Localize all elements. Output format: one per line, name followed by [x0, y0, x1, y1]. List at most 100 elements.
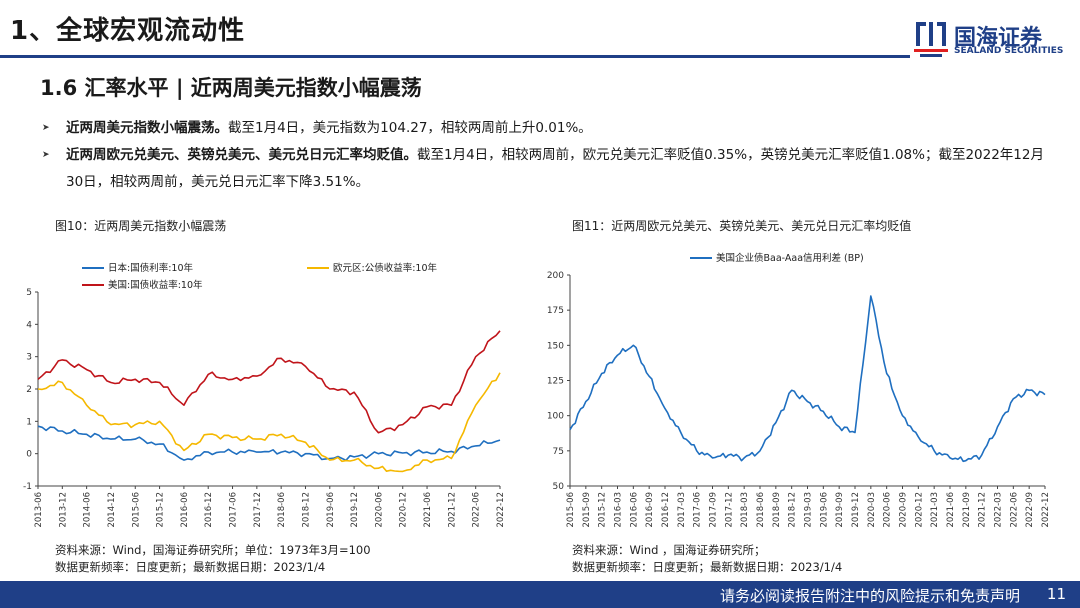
- x-tick-label: 2022-12: [496, 492, 506, 528]
- x-tick-label: 2021-06: [946, 492, 956, 528]
- logo-chinese-name: 国海证券: [954, 26, 1043, 51]
- x-tick-label: 2019-06: [326, 492, 336, 528]
- x-tick-label: 2016-12: [204, 492, 214, 528]
- x-tick-label: 2015-09: [582, 492, 592, 528]
- x-tick-label: 2013-12: [58, 492, 68, 528]
- bullet-item: ➤ 近两周美元指数小幅震荡。截至1月4日，美元指数为104.27，相较两周前上升…: [40, 115, 1050, 142]
- credit-spread-chart: 50 75 100 125 150 175 200 2015-06 2015-09 2015-12…: [547, 252, 1051, 528]
- x-tick-label: 2015-12: [598, 492, 608, 528]
- legend-label: 美国企业债Baa-Aaa信用利差 (BP): [716, 252, 864, 264]
- x-tick-label: 2016-12: [661, 492, 671, 528]
- x-tick-label: 2019-12: [350, 492, 360, 528]
- page-number: 11: [1046, 585, 1066, 603]
- series-line: [37, 372, 501, 473]
- bullet-text: 截至1月4日，相较两周前，欧元兑美元汇率贬值0.35%，英镑兑美元汇率贬值1.0…: [66, 147, 1044, 190]
- bullet-list: ➤ 近两周美元指数小幅震荡。截至1月4日，美元指数为104.27，相较两周前上升…: [40, 115, 1050, 196]
- x-tick-label: 2021-12: [447, 492, 457, 528]
- x-tick-label: 2020-12: [914, 492, 924, 528]
- x-tick-label: 2014-12: [107, 492, 117, 528]
- x-tick-label: 2015-06: [566, 492, 576, 528]
- figure-10-title: 图10：近两周美元指数小幅震荡: [55, 219, 227, 233]
- logo-english-name: SEALAND SECURITIES: [954, 46, 1064, 56]
- x-tick-label: 2017-09: [709, 492, 719, 528]
- x-tick-label: 2019-12: [851, 492, 861, 528]
- company-logo: 国海证券 SEALAND SECURITIES: [912, 18, 1072, 60]
- y-tick-label: 3: [26, 353, 32, 363]
- x-tick-label: 2020-06: [374, 492, 384, 528]
- y-tick-label: 125: [547, 377, 564, 387]
- figure-11-update-note: 数据更新频率：日度更新；最新数据日期：2023/1/4: [572, 560, 843, 574]
- bullet-text: 截至1月4日，美元指数为104.27，相较两周前上升0.01%。: [228, 120, 592, 136]
- x-tick-label: 2020-03: [867, 492, 877, 528]
- legend-label: 美国:国债收益率:10年: [108, 279, 203, 291]
- x-tick-label: 2018-12: [301, 492, 311, 528]
- header-divider: [0, 55, 910, 58]
- y-tick-label: 5: [26, 288, 32, 298]
- x-tick-label: 2016-06: [629, 492, 639, 528]
- x-tick-label: 2014-06: [83, 492, 93, 528]
- x-tick-label: 2017-12: [724, 492, 734, 528]
- y-tick-label: 2: [26, 385, 32, 395]
- y-tick-label: 4: [26, 320, 32, 330]
- x-tick-label: 2015-06: [131, 492, 141, 528]
- bond-yield-chart: -1 0 1 2 3 4 5 2013-06 2013-12 2014-06 2014-12 2015…: [23, 262, 506, 528]
- x-tick-label: 2022-03: [994, 492, 1004, 528]
- y-tick-label: 50: [553, 482, 565, 492]
- bullet-item: ➤ 近两周欧元兑美元、英镑兑美元、美元兑日元汇率均贬值。截至1月4日，相较两周前…: [40, 142, 1050, 196]
- y-tick-label: 0: [26, 450, 32, 460]
- series-line: [569, 295, 1046, 463]
- x-tick-label: 2021-06: [423, 492, 433, 528]
- bullet-arrow-icon: ➤: [42, 150, 50, 160]
- sealand-logo-icon: [914, 22, 948, 57]
- y-tick-label: 200: [547, 271, 564, 281]
- footer-bar: [0, 581, 1080, 608]
- x-tick-label: 2021-03: [930, 492, 940, 528]
- bullet-bold-text: 近两周美元指数小幅震荡。: [66, 120, 228, 136]
- x-tick-label: 2022-12: [1041, 492, 1051, 528]
- x-tick-label: 2015-12: [156, 492, 166, 528]
- x-tick-label: 2019-03: [804, 492, 814, 528]
- x-tick-label: 2016-09: [645, 492, 655, 528]
- figure-10-update-note: 数据更新频率：日度更新；最新数据日期：2023/1/4: [55, 560, 326, 574]
- footer-disclaimer: 请务必阅读报告附注中的风险提示和免责声明: [719, 587, 1020, 605]
- x-tick-label: 2018-09: [772, 492, 782, 528]
- x-tick-label: 2017-06: [693, 492, 703, 528]
- x-tick-label: 2022-06: [1009, 492, 1019, 528]
- y-tick-label: 175: [547, 306, 564, 316]
- x-tick-label: 2022-09: [1025, 492, 1035, 528]
- y-tick-label: 100: [547, 412, 564, 422]
- x-tick-label: 2021-09: [962, 492, 972, 528]
- page-header-title: 1、全球宏观流动性: [10, 16, 246, 46]
- y-tick-label: 75: [553, 447, 564, 457]
- y-tick-label: 150: [547, 341, 564, 351]
- x-tick-label: 2020-06: [883, 492, 893, 528]
- section-title: 1.6 汇率水平 | 近两周美元指数小幅震荡: [40, 76, 422, 100]
- x-tick-label: 2019-09: [835, 492, 845, 528]
- y-tick-label: 1: [26, 417, 32, 427]
- series-line: [37, 330, 501, 434]
- x-tick-label: 2018-03: [740, 492, 750, 528]
- x-tick-label: 2017-03: [677, 492, 687, 528]
- x-tick-label: 2018-06: [277, 492, 287, 528]
- figure-10-source: 资料来源：Wind，国海证券研究所；单位：1973年3月=100: [55, 543, 371, 557]
- x-tick-label: 2018-12: [788, 492, 798, 528]
- x-tick-label: 2019-06: [819, 492, 829, 528]
- x-tick-label: 2020-12: [399, 492, 409, 528]
- legend-label: 欧元区:公债收益率:10年: [333, 262, 437, 274]
- y-tick-label: -1: [23, 482, 32, 492]
- x-tick-label: 2021-12: [978, 492, 988, 528]
- figure-11-title: 图11：近两周欧元兑美元、英镑兑美元、美元兑日元汇率均贬值: [572, 219, 912, 233]
- figure-11-source: 资料来源：Wind ，国海证券研究所；: [572, 543, 766, 557]
- x-tick-label: 2017-12: [253, 492, 263, 528]
- series-line: [37, 425, 501, 462]
- x-tick-label: 2020-09: [899, 492, 909, 528]
- bullet-bold-text: 近两周欧元兑美元、英镑兑美元、美元兑日元汇率均贬值。: [66, 147, 417, 163]
- x-tick-label: 2018-06: [756, 492, 766, 528]
- x-tick-label: 2013-06: [34, 492, 44, 528]
- x-tick-label: 2016-03: [614, 492, 624, 528]
- legend-label: 日本:国债利率:10年: [108, 262, 193, 274]
- x-tick-label: 2022-06: [472, 492, 482, 528]
- bullet-arrow-icon: ➤: [42, 123, 50, 133]
- x-tick-label: 2016-06: [180, 492, 190, 528]
- x-tick-label: 2017-06: [229, 492, 239, 528]
